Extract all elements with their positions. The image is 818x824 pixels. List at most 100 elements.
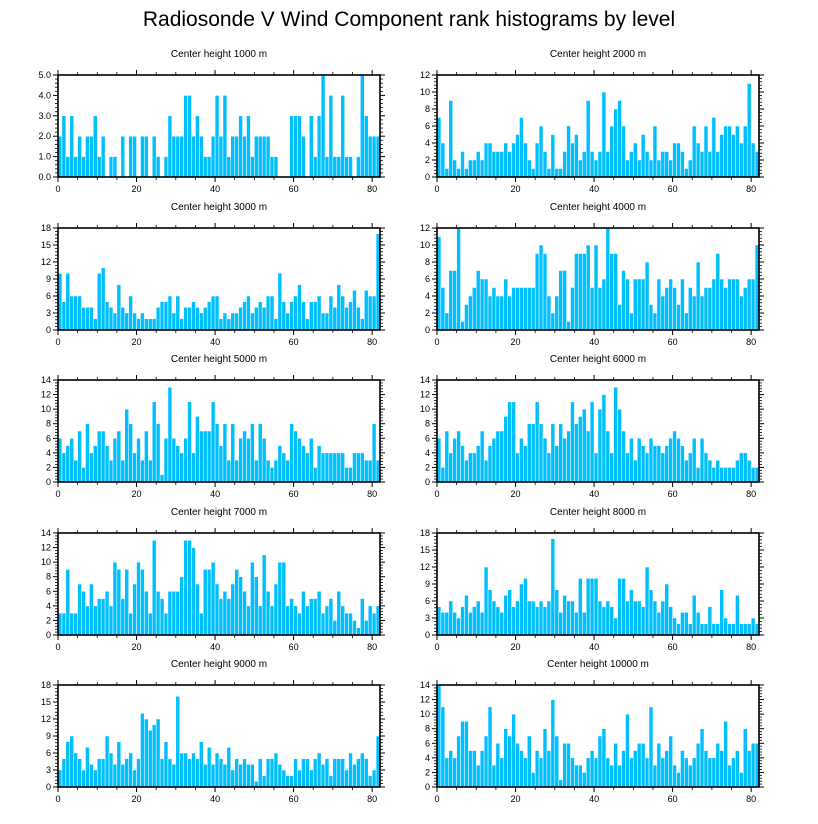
histogram-bar — [479, 612, 485, 636]
histogram-bar — [261, 438, 267, 483]
histogram-bar — [507, 401, 512, 483]
histogram-bar — [195, 115, 200, 178]
histogram-bar — [487, 142, 493, 178]
panel-9: Center height 9000 m 0 3 6 9 12 15 18 0 20 40 60 80 — [41, 659, 385, 804]
x-tick-label: 60 — [668, 184, 678, 194]
histogram-bar — [132, 452, 137, 483]
panel-4: Center height 4000 m 0 2 4 6 8 10 12 0 20 40 60 80 — [420, 202, 764, 347]
y-tick-label: 12 — [420, 695, 430, 705]
histogram-bar — [711, 467, 717, 483]
histogram-bar — [668, 278, 673, 331]
histogram-bar — [440, 287, 446, 331]
histogram-bar — [668, 606, 673, 636]
histogram-bar — [519, 750, 524, 788]
histogram-bar — [265, 135, 271, 178]
histogram-bar — [61, 452, 67, 483]
histogram-bar — [179, 576, 184, 636]
histogram-bar — [495, 430, 501, 483]
y-tick-label: 6 — [425, 121, 430, 131]
histogram-bar — [530, 423, 536, 483]
y-tick-label: 2 — [425, 308, 430, 318]
histogram-bar — [617, 408, 622, 483]
histogram-bar — [495, 151, 501, 178]
histogram-bar — [597, 600, 603, 636]
y-tick-label: 14 — [420, 375, 430, 385]
histogram-bar — [743, 623, 748, 636]
histogram-bar — [719, 750, 724, 788]
histogram-bar — [159, 301, 165, 331]
panel-title: Center height 9000 m — [171, 659, 267, 670]
histogram-bar — [562, 595, 567, 636]
histogram-bar — [73, 612, 78, 636]
histogram-bar — [538, 600, 544, 636]
histogram-bar — [538, 244, 544, 331]
histogram-bar — [554, 168, 559, 178]
histogram-bar — [574, 134, 579, 178]
histogram-bar — [163, 156, 169, 178]
panel-title: Center height 6000 m — [550, 354, 646, 365]
histogram-bar — [601, 606, 607, 636]
x-tick-label: 0 — [55, 184, 60, 194]
histogram-bar — [356, 627, 361, 636]
x-tick-label: 40 — [589, 642, 599, 652]
histogram-bar — [550, 538, 556, 636]
panel-title: Center height 2000 m — [550, 49, 646, 60]
histogram-bar — [566, 125, 571, 178]
histogram-bar — [155, 718, 161, 788]
histogram-bar — [301, 591, 306, 636]
histogram-bar — [660, 757, 666, 788]
histogram-bar — [136, 758, 141, 788]
histogram-bar — [589, 287, 595, 331]
histogram-bar — [468, 295, 473, 331]
histogram-bar — [312, 758, 318, 788]
histogram-bar — [731, 278, 736, 331]
histogram-bar — [507, 151, 512, 178]
histogram-bar — [324, 312, 330, 331]
histogram-bar — [444, 612, 450, 636]
histogram-bar — [589, 750, 595, 788]
panel-10: Center height 10000 m 0 2 4 6 8 10 12 14 0 20 40 60 8… — [420, 659, 764, 804]
histogram-bar — [554, 295, 559, 331]
histogram-bar — [464, 304, 469, 331]
histogram-bar — [723, 467, 728, 483]
y-tick-label: 3 — [46, 308, 51, 318]
histogram-bar — [203, 569, 208, 636]
histogram-bar — [676, 304, 681, 331]
histogram-bar — [316, 295, 322, 331]
histogram-bar — [210, 295, 216, 331]
histogram-bar — [340, 95, 345, 178]
histogram-bar — [578, 764, 583, 788]
x-tick-label: 20 — [132, 184, 142, 194]
histogram-bar — [246, 605, 251, 636]
histogram-bar — [707, 757, 713, 788]
y-tick-label: 15 — [41, 240, 51, 250]
histogram-bar — [629, 589, 634, 636]
histogram-bar — [684, 168, 689, 178]
histogram-bar — [65, 273, 71, 331]
histogram-bar — [332, 620, 338, 636]
plot-frame — [57, 379, 381, 483]
histogram-bar — [546, 750, 552, 788]
histogram-bar — [597, 735, 603, 788]
histogram-bar — [515, 287, 520, 331]
histogram-bar — [601, 91, 607, 178]
histogram-bar — [691, 125, 697, 178]
histogram-bar — [613, 743, 618, 788]
histogram-bar — [183, 752, 188, 788]
histogram-bar — [293, 605, 298, 636]
y-tick-label: 6 — [425, 433, 430, 443]
histogram-bar — [476, 445, 481, 483]
histogram-bar — [352, 764, 357, 788]
histogram-bar — [316, 445, 322, 483]
histogram-bar — [324, 452, 330, 483]
histogram-bar — [250, 423, 255, 483]
histogram-bar — [621, 430, 626, 483]
y-tick-label: 3 — [46, 765, 51, 775]
histogram-bar — [77, 135, 82, 178]
histogram-bar — [65, 569, 71, 636]
histogram-bar — [676, 623, 681, 636]
histogram-bar — [128, 612, 133, 636]
histogram-bar — [269, 467, 275, 483]
histogram-bar — [167, 115, 173, 178]
x-tick-label: 0 — [55, 642, 60, 652]
